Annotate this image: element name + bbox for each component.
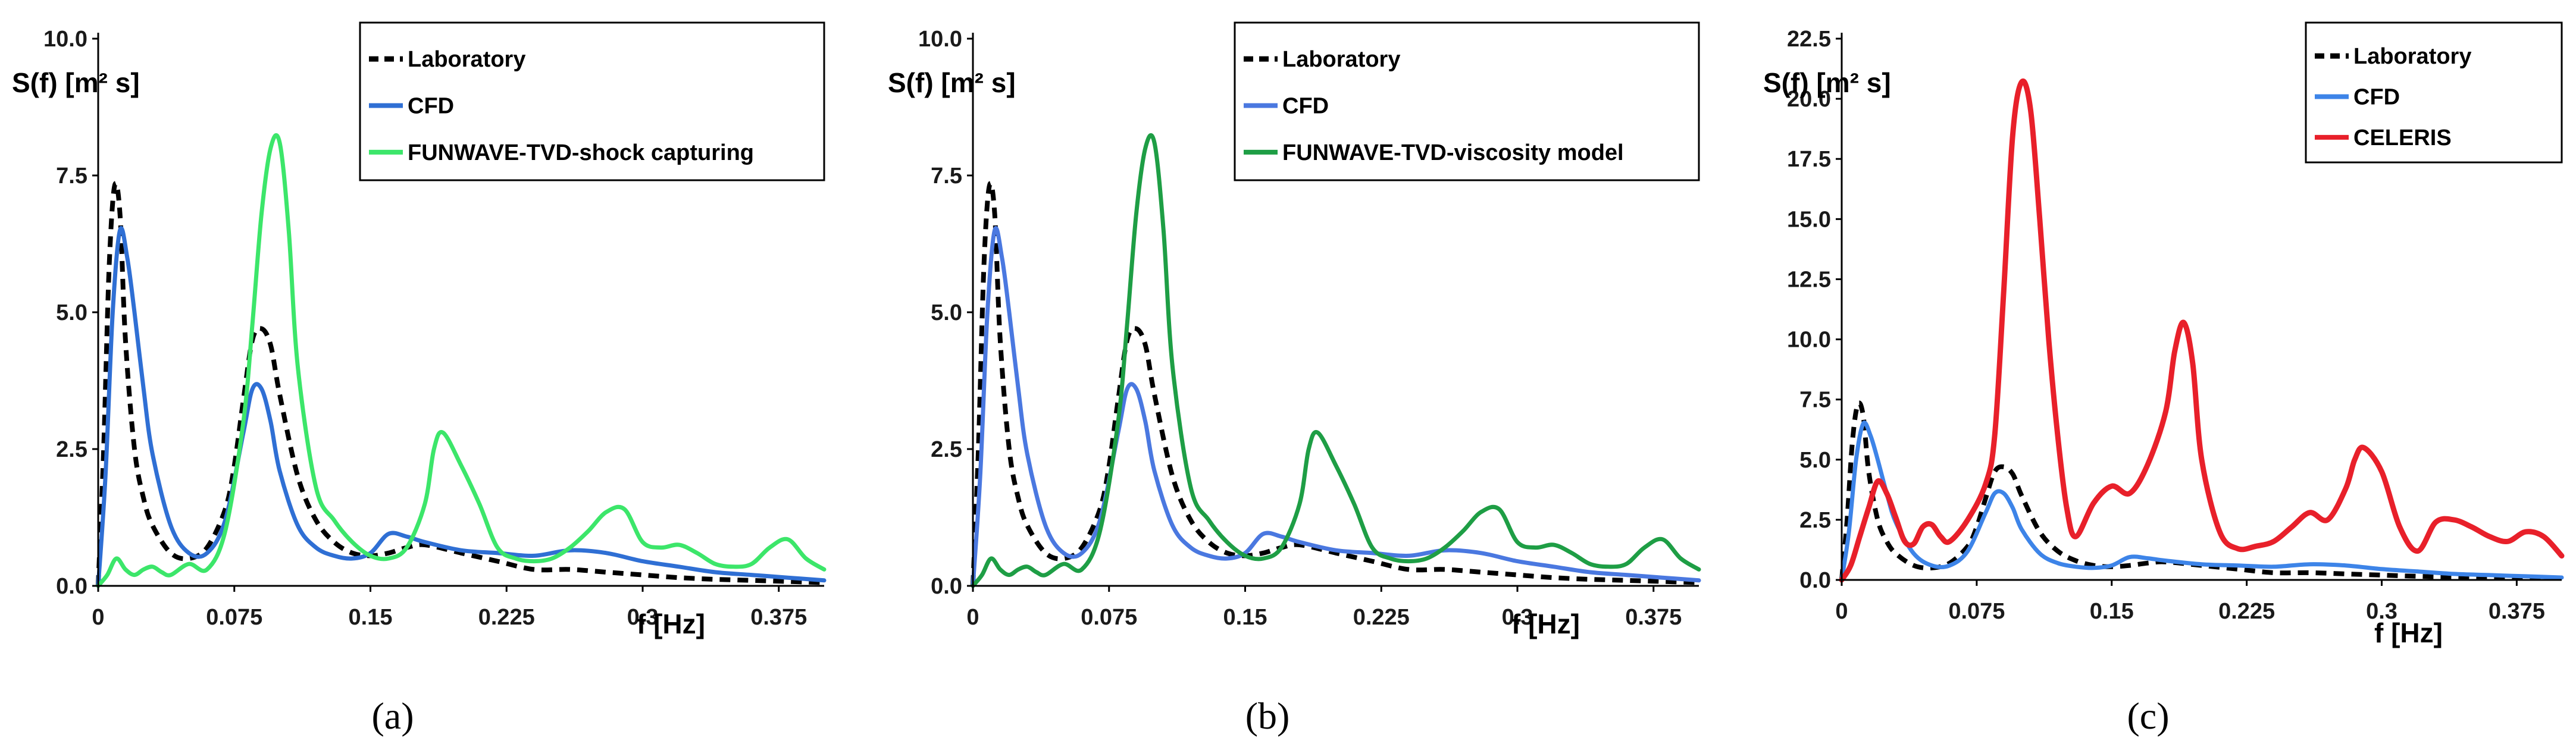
x-tick-label: 0.075 [1948,599,2005,624]
series-line-celeris [1839,78,2565,583]
series-line-laboratory [971,181,1699,586]
x-tick-label: 0 [966,605,979,630]
series-line-laboratory [1839,400,2562,581]
y-tick-label: 2.5 [1799,508,1831,533]
y-tick-label: 17.5 [1787,147,1831,172]
legend-box [1234,21,1700,181]
y-axis-label: S(f) [m² s] [1763,67,1891,98]
chart-panel-c: 0.0 2.5 5.0 7.5 10.0 12.5 15.0 17.5 20.0 22.5 0 0.0… [1763,21,2565,737]
legend-label: CFD [408,94,454,119]
legend-label: Laboratory [1282,47,1400,72]
series-line-laboratory [96,181,825,586]
y-tick-label: 2.5 [56,437,87,462]
x-tick-label: 0 [1835,599,1848,624]
y-tick-label: 12.5 [1787,267,1831,292]
x-tick-label: 0.225 [478,605,535,630]
y-tick-label: 22.5 [1787,27,1831,52]
series-line-funwave-tvd-viscosity-model [971,133,1701,588]
series-line-cfd [971,226,1701,588]
y-tick-label: 15.0 [1787,207,1831,232]
y-tick-label: 5.0 [56,300,87,325]
x-tick-label: 0.075 [206,605,262,630]
y-tick-label: 2.5 [931,437,962,462]
y-tick-label: 0.0 [56,574,87,599]
x-tick-label: 0.375 [1625,605,1682,630]
x-tick-label: 0.3 [1502,605,1533,630]
y-tick-label: 7.5 [931,164,962,189]
chart-panel-b: 0.0 2.5 5.0 7.5 10.0 0 0.075 0.15 0.225 0.3 0.375 S… [888,21,1701,737]
y-tick-label: 5.0 [1799,448,1831,473]
legend-label: FUNWAVE-TVD-shock capturing [408,140,754,165]
x-axis-label: f [Hz] [637,608,705,639]
y-tick-label: 0.0 [1799,568,1831,593]
panel-label: (a) [371,695,414,737]
x-tick-label: 0.15 [349,605,393,630]
y-tick-label: 20.0 [1787,87,1831,112]
x-axis-label: f [Hz] [2374,617,2443,648]
series-line-cfd [1839,421,2564,582]
legend-label: FUNWAVE-TVD-viscosity model [1282,140,1624,165]
x-axis-label: f [Hz] [1511,608,1580,639]
y-tick-label: 7.5 [56,164,87,189]
legend-label: Laboratory [2353,44,2471,69]
series-line-cfd [96,226,827,588]
y-axis-label: S(f) [m² s] [888,67,1016,98]
y-tick-label: 5.0 [931,300,962,325]
y-tick-label: 0.0 [931,574,962,599]
y-tick-label: 10.0 [1787,328,1831,353]
y-tick-label: 10.0 [918,27,962,52]
x-tick-label: 0.3 [627,605,659,630]
x-tick-label: 0 [92,605,104,630]
panel-label: (b) [1245,695,1290,737]
legend-label: CFD [1282,94,1329,119]
y-tick-label: 10.0 [43,27,87,52]
x-tick-label: 0.15 [2090,599,2134,624]
legend-label: CELERIS [2353,126,2452,150]
chart-panel-a: 0.0 2.5 5.0 7.5 10.0 0 0.075 0.15 0.225 0.3 0.375 S… [12,21,827,737]
panel-label: (c) [2127,695,2169,737]
x-tick-label: 0.15 [1223,605,1267,630]
x-tick-label: 0.075 [1081,605,1137,630]
legend-box [359,21,825,181]
legend-label: Laboratory [408,47,525,72]
legend-label: CFD [2353,85,2400,110]
x-tick-label: 0.375 [750,605,807,630]
x-tick-label: 0.225 [1353,605,1410,630]
y-tick-label: 7.5 [1799,388,1831,413]
x-tick-label: 0.3 [2366,599,2397,624]
series-line-funwave-tvd-shock-capturing [96,133,827,588]
x-tick-label: 0.225 [2218,599,2275,624]
x-tick-label: 0.375 [2489,599,2545,624]
y-axis-label: S(f) [m² s] [12,67,140,98]
